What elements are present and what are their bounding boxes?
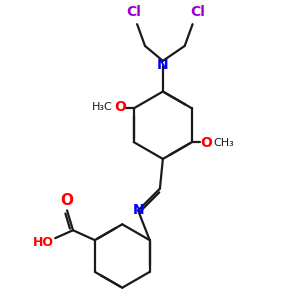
Text: O: O: [61, 193, 74, 208]
Text: Cl: Cl: [127, 5, 142, 19]
Text: Cl: Cl: [190, 5, 205, 19]
Text: N: N: [132, 203, 144, 218]
Text: N: N: [157, 58, 169, 72]
Text: O: O: [114, 100, 126, 114]
Text: H₃C: H₃C: [92, 102, 112, 112]
Text: O: O: [200, 136, 212, 150]
Text: HO: HO: [33, 236, 54, 249]
Text: CH₃: CH₃: [213, 138, 234, 148]
